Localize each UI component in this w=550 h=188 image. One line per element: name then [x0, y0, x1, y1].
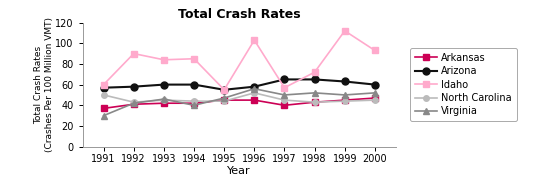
Virginia	[311, 92, 318, 94]
North Carolina	[161, 99, 167, 101]
Idaho	[342, 30, 348, 32]
Line: Idaho: Idaho	[101, 28, 378, 92]
X-axis label: Year: Year	[228, 166, 251, 176]
Idaho	[221, 89, 228, 91]
Arkansas	[191, 102, 197, 104]
Legend: Arkansas, Arizona, Idaho, North Carolina, Virginia: Arkansas, Arizona, Idaho, North Carolina…	[410, 48, 517, 121]
Arizona	[251, 86, 257, 88]
Virginia	[251, 88, 257, 90]
Arizona	[221, 89, 228, 91]
Idaho	[161, 59, 167, 61]
North Carolina	[311, 101, 318, 103]
Virginia	[191, 104, 197, 106]
Arizona	[311, 78, 318, 81]
Arizona	[130, 86, 137, 88]
Line: North Carolina: North Carolina	[101, 90, 378, 105]
Arkansas	[342, 99, 348, 101]
Title: Total Crash Rates: Total Crash Rates	[178, 8, 300, 21]
Idaho	[311, 71, 318, 73]
Idaho	[372, 49, 378, 52]
North Carolina	[130, 101, 137, 103]
North Carolina	[100, 94, 107, 96]
Line: Virginia: Virginia	[101, 86, 378, 118]
North Carolina	[251, 92, 257, 94]
Arkansas	[311, 101, 318, 103]
Arizona	[342, 80, 348, 83]
North Carolina	[191, 100, 197, 102]
Arkansas	[161, 102, 167, 104]
Arizona	[100, 86, 107, 89]
Idaho	[251, 39, 257, 41]
North Carolina	[281, 99, 288, 101]
Idaho	[281, 86, 288, 89]
Arkansas	[251, 99, 257, 101]
Arkansas	[281, 104, 288, 106]
Arizona	[372, 83, 378, 86]
Arizona	[161, 83, 167, 86]
North Carolina	[372, 99, 378, 101]
Virginia	[372, 92, 378, 94]
North Carolina	[221, 100, 228, 102]
Idaho	[130, 52, 137, 55]
Line: Arizona: Arizona	[100, 76, 378, 93]
Idaho	[191, 58, 197, 60]
Virginia	[281, 94, 288, 96]
Arizona	[191, 83, 197, 86]
Line: Arkansas: Arkansas	[101, 95, 378, 111]
Arkansas	[372, 97, 378, 99]
Arizona	[281, 78, 288, 81]
Arkansas	[130, 103, 137, 105]
North Carolina	[342, 100, 348, 102]
Y-axis label: Total Crash Rates
(Crashes Per 100 Million VMT): Total Crash Rates (Crashes Per 100 Milli…	[34, 17, 53, 152]
Virginia	[130, 102, 137, 104]
Idaho	[100, 83, 107, 86]
Virginia	[342, 94, 348, 96]
Arkansas	[221, 99, 228, 101]
Virginia	[161, 98, 167, 100]
Virginia	[100, 114, 107, 117]
Arkansas	[100, 107, 107, 109]
Virginia	[221, 97, 228, 99]
